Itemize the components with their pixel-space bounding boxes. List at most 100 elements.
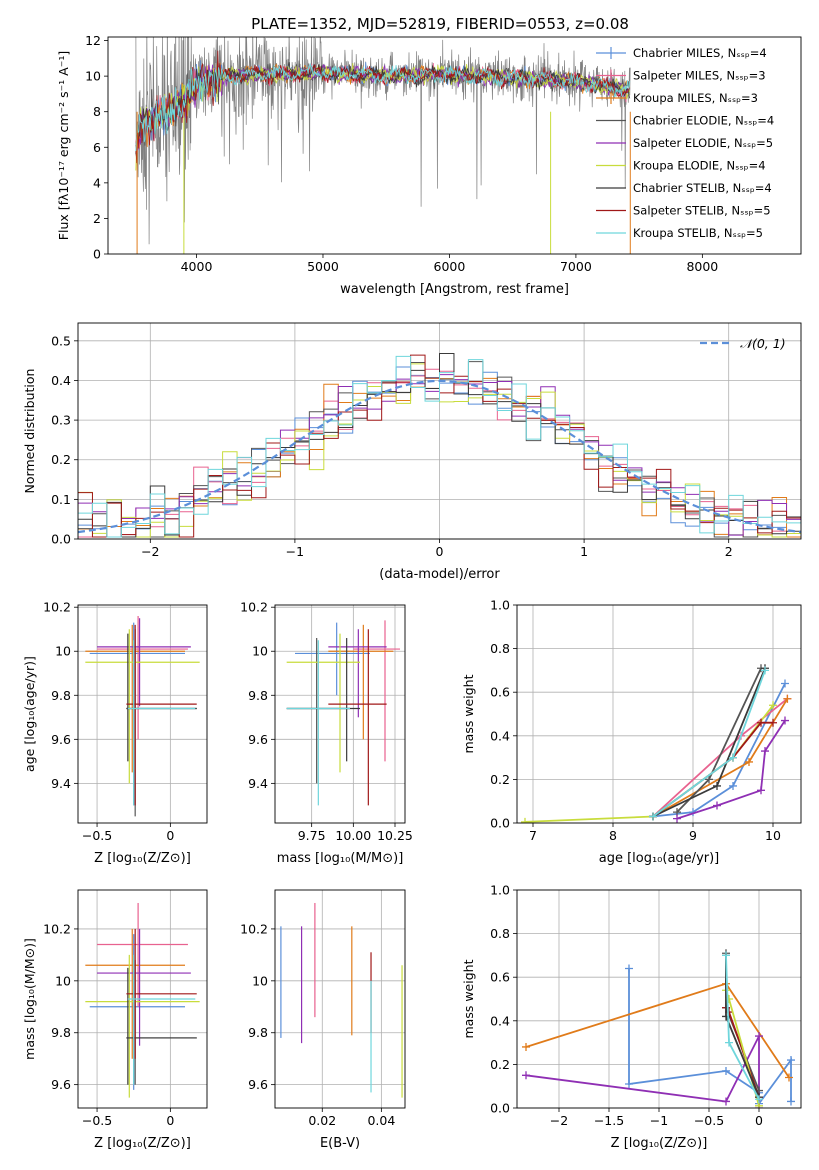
y-tick-label: 9.8 bbox=[51, 1025, 71, 1040]
y-tick-label: 0.6 bbox=[490, 685, 510, 700]
series-marker bbox=[649, 812, 657, 821]
x-tick-label: −2 bbox=[550, 1113, 568, 1128]
plot-area bbox=[78, 353, 801, 539]
series-line bbox=[652, 683, 786, 818]
x-axis-label: Z [log₁₀(Z/Z⊙)] bbox=[94, 1136, 191, 1151]
y-tick-label: 9.8 bbox=[51, 688, 71, 703]
series-marker bbox=[521, 817, 529, 823]
x-tick-label: 0 bbox=[436, 544, 444, 559]
y-tick-label: 9.4 bbox=[248, 776, 268, 791]
y-tick-label: 10 bbox=[55, 973, 71, 988]
y-tick-label: 10 bbox=[252, 644, 268, 659]
axes-frame bbox=[516, 604, 802, 824]
y-axis-label: age [log₁₀(age/yr)] bbox=[22, 656, 37, 772]
axes-frame bbox=[77, 322, 802, 540]
x-tick-label: −1.5 bbox=[594, 1113, 624, 1128]
y-tick-label: 8 bbox=[93, 104, 101, 119]
series-marker bbox=[722, 1097, 730, 1106]
y-tick-label: 4 bbox=[93, 175, 101, 190]
plot-area bbox=[521, 664, 792, 823]
x-tick-label: −1 bbox=[286, 544, 304, 559]
y-tick-label: 9.6 bbox=[51, 732, 71, 747]
axes-frame bbox=[274, 889, 406, 1109]
y-tick-label: 0.2 bbox=[490, 772, 510, 787]
y-tick-label: 0.2 bbox=[51, 452, 71, 467]
x-tick-label: 8000 bbox=[686, 259, 718, 274]
y-tick-label: 10 bbox=[55, 644, 71, 659]
y-tick-label: 9.4 bbox=[51, 776, 71, 791]
y-tick-label: 10.2 bbox=[240, 921, 268, 936]
series-line bbox=[652, 697, 788, 818]
series-marker bbox=[625, 1080, 633, 1089]
y-tick-label: 10.2 bbox=[43, 921, 71, 936]
series-marker bbox=[787, 1097, 795, 1106]
y-tick-label: 0 bbox=[93, 247, 101, 262]
x-tick-label: 8 bbox=[609, 828, 617, 843]
x-tick-label: 2 bbox=[725, 544, 733, 559]
y-tick-label: 0.3 bbox=[51, 413, 71, 428]
x-tick-label: 5000 bbox=[307, 259, 339, 274]
panel-residuals: −2 −1 0 1 2 0.0 0.1 0.2 0.3 0.4 0.5 (data-model)/er… bbox=[22, 322, 802, 582]
grid bbox=[78, 605, 207, 823]
y-tick-label: 9.8 bbox=[248, 1025, 268, 1040]
series-marker bbox=[673, 814, 681, 823]
x-axis-label: age [log₁₀(age/yr)] bbox=[599, 851, 720, 866]
legend-label: 𝒩(0, 1) bbox=[740, 336, 786, 351]
observed-spectrum bbox=[135, 37, 631, 245]
plot-area bbox=[135, 37, 631, 254]
series-marker bbox=[781, 716, 789, 725]
plot-area bbox=[286, 620, 400, 806]
legend-label: Salpeter MILES, Nₛₛₚ=3 bbox=[633, 69, 766, 83]
legend-label: Salpeter ELODIE, Nₛₛₚ=5 bbox=[633, 136, 773, 150]
y-tick-label: 0.2 bbox=[490, 1057, 510, 1072]
x-tick-label: 4000 bbox=[181, 259, 213, 274]
x-axis-label: Z [log₁₀(Z/Z⊙)] bbox=[94, 851, 191, 866]
series-marker bbox=[729, 753, 737, 762]
y-axis-label: Flux [fλ10⁻¹⁷ erg cm⁻² s⁻¹ A⁻¹] bbox=[56, 51, 71, 240]
legend-label: Chabrier STELIB, Nₛₛₚ=4 bbox=[633, 181, 772, 195]
axes-frame bbox=[107, 36, 802, 255]
y-tick-label: 0.0 bbox=[51, 532, 71, 547]
series-marker bbox=[755, 1095, 763, 1104]
legend-label: Chabrier ELODIE, Nₛₛₚ=4 bbox=[633, 114, 774, 128]
panel-age-vs-Z: −0.5 0 9.4 9.6 9.8 10 10.2 Z [log₁₀(Z/Z⊙)] age [… bbox=[22, 600, 208, 866]
y-axis-label: mass weight bbox=[461, 674, 476, 753]
series-marker bbox=[713, 801, 721, 810]
y-tick-label: 10.2 bbox=[43, 600, 71, 615]
axes-frame bbox=[516, 889, 802, 1109]
normal-curve bbox=[78, 379, 801, 534]
y-tick-label: 9.6 bbox=[248, 1077, 268, 1092]
series-marker bbox=[781, 679, 789, 688]
x-tick-label: 0 bbox=[166, 1113, 174, 1128]
y-tick-label: 0.4 bbox=[51, 373, 71, 388]
y-tick-label: 0.8 bbox=[490, 641, 510, 656]
plot-area bbox=[85, 616, 200, 817]
y-axis-label: mass [log₁₀(M/M⊙)] bbox=[22, 938, 37, 1060]
y-tick-label: 1.0 bbox=[490, 598, 510, 613]
x-tick-label: 0 bbox=[166, 828, 174, 843]
y-tick-label: 0.0 bbox=[490, 816, 510, 831]
y-tick-label: 0.8 bbox=[490, 926, 510, 941]
y-axis-label: mass weight bbox=[461, 959, 476, 1038]
legend-label: Kroupa MILES, Nₛₛₚ=3 bbox=[633, 91, 758, 105]
panel-mass-vs-Z: −0.5 0 9.6 9.8 10 10.2 Z [log₁₀(Z/Z⊙)] mass [lo… bbox=[22, 889, 208, 1151]
y-axis-label: Normed distribution bbox=[22, 369, 37, 494]
grid bbox=[275, 890, 405, 1108]
x-tick-label: 10.25 bbox=[377, 828, 413, 843]
x-tick-label: −1 bbox=[650, 1113, 668, 1128]
y-tick-label: 2 bbox=[93, 211, 101, 226]
y-tick-label: 0.4 bbox=[490, 1013, 510, 1028]
x-tick-label: 0 bbox=[755, 1113, 763, 1128]
y-tick-label: 10.2 bbox=[240, 600, 268, 615]
series-marker bbox=[522, 1042, 530, 1051]
y-tick-label: 0.4 bbox=[490, 728, 510, 743]
series-marker bbox=[745, 757, 753, 766]
axes-frame bbox=[77, 604, 208, 824]
y-tick-label: 9.6 bbox=[248, 732, 268, 747]
y-tick-label: 12 bbox=[85, 33, 101, 48]
legend-label: Kroupa STELIB, Nₛₛₚ=5 bbox=[633, 226, 763, 240]
y-tick-label: 9.8 bbox=[248, 688, 268, 703]
series-marker bbox=[769, 718, 777, 727]
figure-title: PLATE=1352, MJD=52819, FIBERID=0553, z=0… bbox=[251, 15, 629, 33]
